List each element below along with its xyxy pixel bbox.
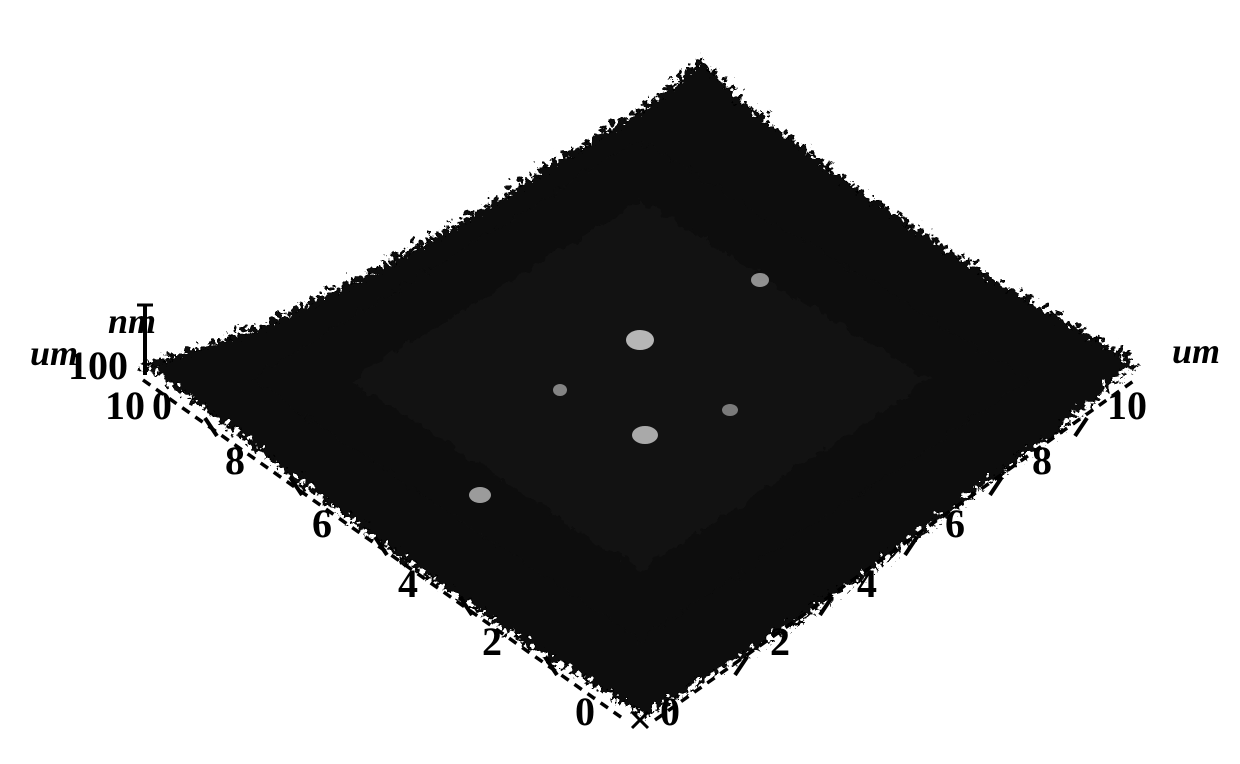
x-tick-10: 10 (1107, 382, 1147, 429)
y-tick-10: 10 (105, 382, 145, 429)
x-tick-2: 2 (770, 618, 790, 665)
y-tick-4: 4 (398, 560, 418, 607)
z-axis-unit-label: nm (108, 300, 156, 342)
x-tick-8: 8 (1032, 437, 1052, 484)
surface-3d-plot: nm um um 100 0 10 8 6 4 2 0 0 2 4 6 8 10 (0, 0, 1240, 764)
y-tick-6: 6 (312, 500, 332, 547)
y-tick-2: 2 (482, 618, 502, 665)
surface-mesh (0, 0, 1240, 764)
x-tick-0: 0 (660, 688, 680, 735)
x-axis-unit-label: um (1172, 330, 1220, 372)
y-tick-0: 0 (575, 688, 595, 735)
y-tick-8: 8 (225, 437, 245, 484)
z-tick-0: 0 (152, 382, 172, 429)
x-tick-4: 4 (857, 560, 877, 607)
x-tick-6: 6 (945, 500, 965, 547)
